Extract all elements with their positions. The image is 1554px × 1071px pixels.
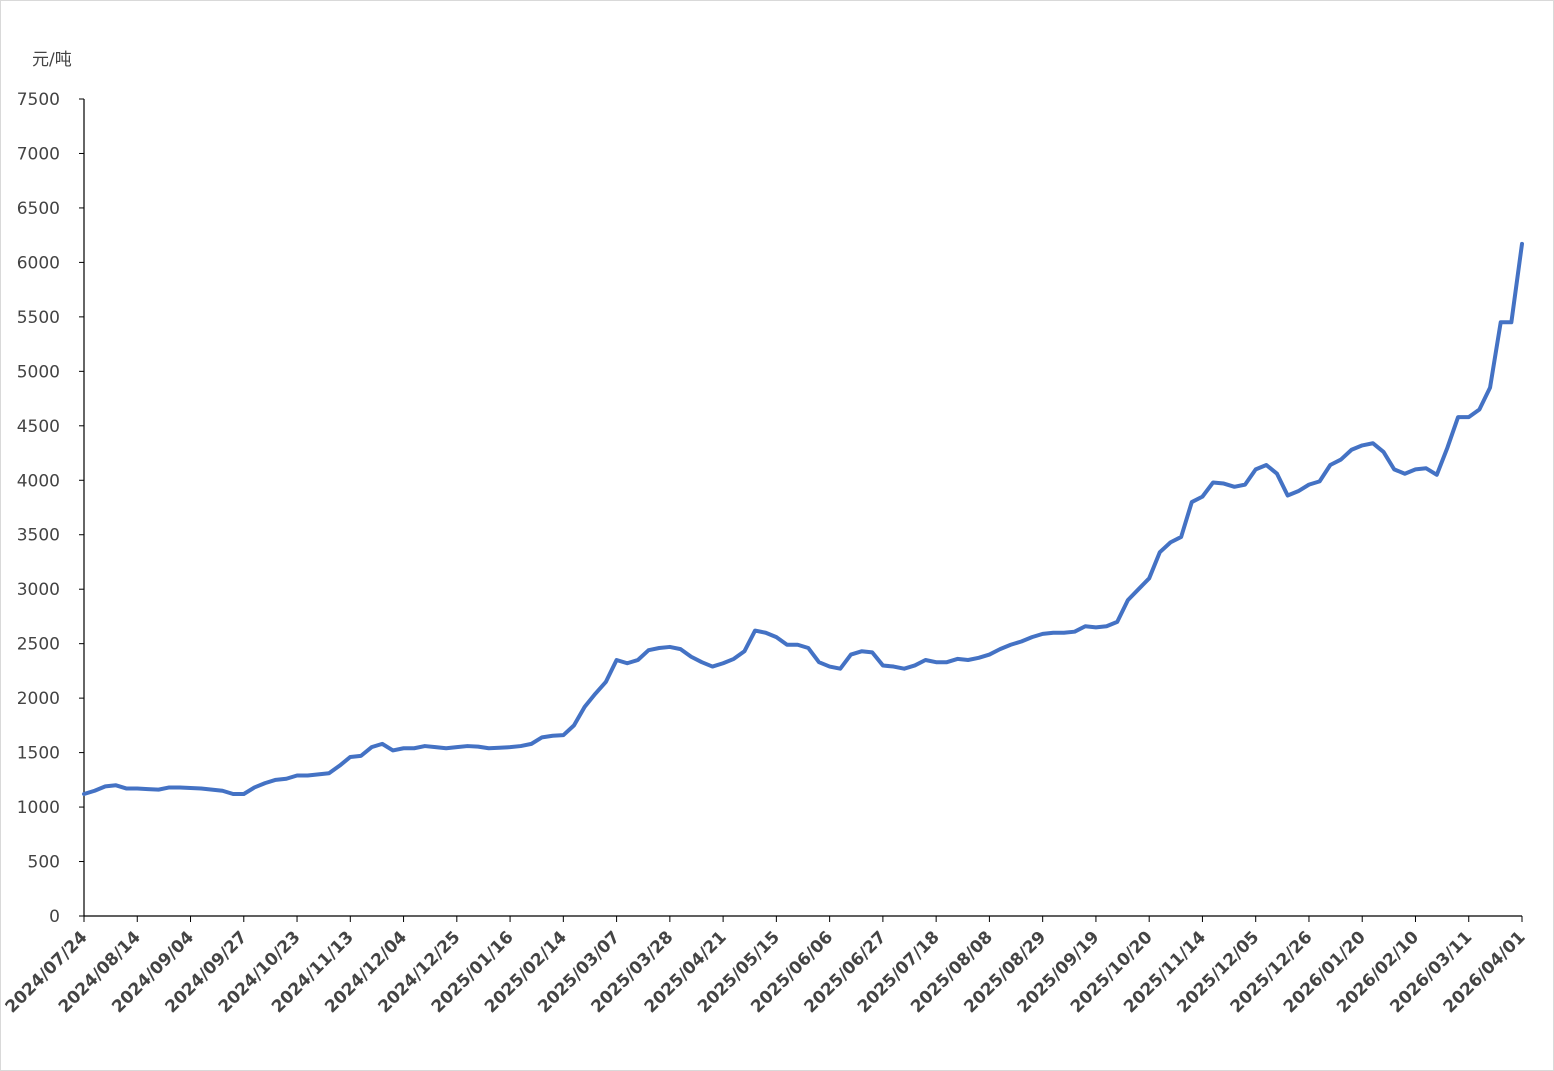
y-tick-label: 5500 — [17, 308, 60, 328]
y-tick-label: 2500 — [17, 635, 60, 655]
y-tick-label: 7500 — [17, 90, 60, 110]
y-tick-label: 4000 — [17, 471, 60, 491]
y-tick-label: 7000 — [17, 144, 60, 164]
y-axis-unit: 元/吨 — [32, 50, 72, 70]
y-tick-label: 0 — [49, 907, 60, 927]
y-tick-label: 1000 — [17, 798, 60, 818]
y-tick-label: 3500 — [17, 526, 60, 546]
y-tick-label: 4500 — [17, 417, 60, 437]
y-tick-label: 500 — [28, 853, 60, 873]
y-tick-label: 5000 — [17, 362, 60, 382]
line-series — [82, 241, 1524, 796]
y-tick-label: 6500 — [17, 199, 60, 219]
y-tick-label: 6000 — [17, 253, 60, 273]
y-tick-label: 1500 — [17, 744, 60, 764]
y-tick-label: 2000 — [17, 689, 60, 709]
y-tick-label: 3000 — [17, 580, 60, 600]
